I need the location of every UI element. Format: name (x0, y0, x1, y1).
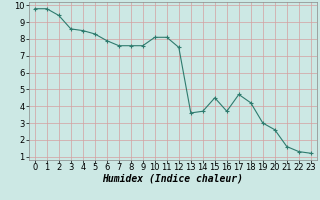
X-axis label: Humidex (Indice chaleur): Humidex (Indice chaleur) (102, 173, 243, 183)
